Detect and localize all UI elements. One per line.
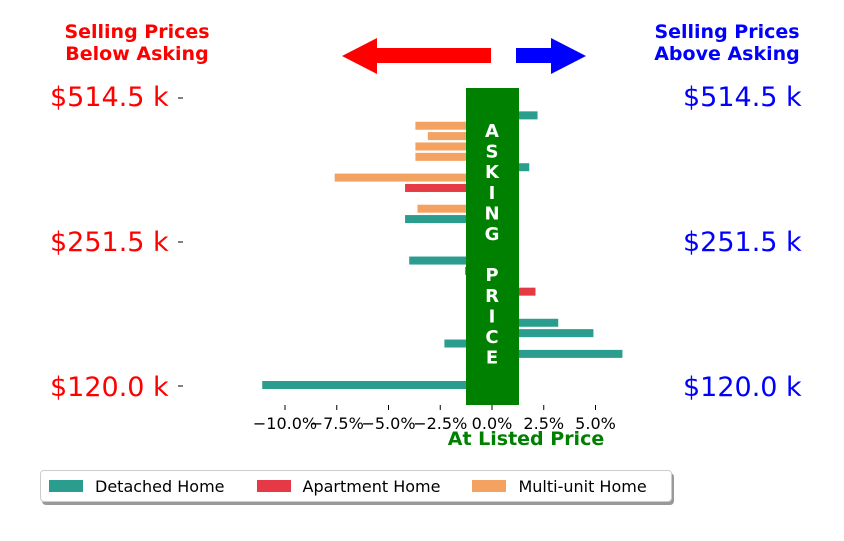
left-arrow [342,38,491,74]
left-price-label-bottom: $120.0 k [50,372,169,403]
legend-swatch-multiunit [472,480,507,492]
right-price-label-top: $514.5 k [683,82,802,113]
left-price-label-top: $514.5 k [50,82,169,113]
asking-price-letter-1: S [486,142,499,163]
legend-label-multiunit: Multi-unit Home [518,476,647,496]
bar-27 [262,380,492,389]
legend-swatch-apartment [256,480,291,492]
legend-item-detached: Detached Home [49,477,225,496]
legend-label-detached: Detached Home [95,476,225,496]
asking-price-letter-0: A [485,121,499,142]
x-tick-label-6: 5.0% [575,414,616,433]
bar-5 [415,152,492,161]
x-tick-label-1: −7.5% [310,414,364,433]
asking-price-letter-4: N [484,203,499,224]
bar-8 [405,183,492,192]
x-tick-label-3: −2.5% [413,414,467,433]
bars-group [262,101,623,389]
x-axis-label: At Listed Price [448,428,604,450]
x-tick-label-5: 2.5% [523,414,564,433]
bar-21 [492,318,559,327]
asking-price-letter-2: K [485,162,500,183]
x-ticks-group: −10.0%−7.5%−5.0%−2.5% 0.0% 2.5% 5.0% [253,405,616,433]
bar-15 [409,256,492,265]
asking-price-letter-3: I [489,183,496,204]
asking-price-letter-8: R [485,286,499,307]
x-tick-label-0: −10.0% [253,414,317,433]
legend-item-multiunit: Multi-unit Home [472,476,647,496]
right-arrow [516,38,586,74]
bar-7 [334,173,492,182]
left-price-label-mid: $251.5 k [50,227,169,258]
legend-item-apartment: Apartment Home [256,476,441,496]
bar-24 [492,349,623,358]
bar-22 [492,329,594,338]
bar-11 [405,215,492,224]
asking-price-letter-11: E [486,348,498,369]
legend: Detached Home Apartment Home Multi-unit … [40,470,672,502]
above-asking-title: Selling Prices Above Asking [654,21,800,65]
x-tick-label-4: 0.0% [472,414,513,433]
right-price-label-bottom: $120.0 k [683,372,802,403]
legend-swatch-detached [49,480,83,492]
y-ticks [178,97,183,387]
asking-price-letter-10: C [485,327,498,348]
legend-label-apartment: Apartment Home [302,476,441,496]
asking-price-letter-7: P [485,265,498,286]
bar-4 [415,142,492,151]
bar-2 [415,121,492,130]
below-asking-title: Selling Prices Below Asking [64,21,210,65]
x-tick-label-2: −5.0% [361,414,415,433]
bar-10 [417,204,492,213]
right-price-label-mid: $251.5 k [683,227,802,258]
asking-price-letter-9: I [489,306,496,327]
asking-price-band [466,88,519,405]
bar-3 [427,132,492,141]
asking-price-letter-5: G [485,224,500,245]
